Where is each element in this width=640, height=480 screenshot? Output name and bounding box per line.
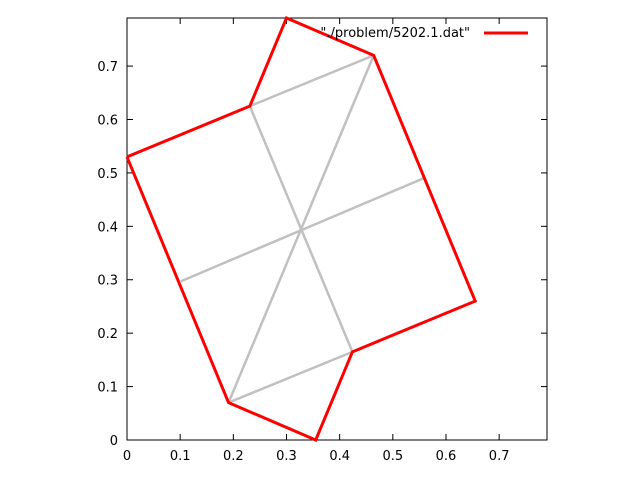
x-tick-label: 0.7 — [489, 449, 510, 464]
guide-segment — [249, 54, 375, 108]
series-lines — [125, 16, 478, 442]
x-tick-label: 0.2 — [223, 449, 244, 464]
legend: "./problem/5202.1.dat" — [320, 26, 528, 41]
axis-ticks: 0 0.1 0.2 0.3 0.4 0.5 0.6 0.7 0 0.1 0.2 0.3 0.4 0.5 0.… — [97, 18, 547, 464]
y-tick-label: 0.4 — [97, 220, 118, 235]
guide-lines — [180, 54, 425, 404]
guide-segment — [180, 177, 425, 283]
x-tick-label: 0.4 — [329, 449, 350, 464]
series-line — [125, 16, 478, 442]
y-tick-label: 0.3 — [97, 274, 118, 289]
x-tick-label: 0 — [123, 449, 131, 464]
y-tick-label: 0.7 — [97, 60, 118, 75]
plot-frame — [126, 17, 548, 441]
x-tick-label: 0.5 — [382, 449, 403, 464]
guide-segment — [228, 350, 353, 404]
x-tick-label: 0.3 — [276, 449, 297, 464]
legend-label: "./problem/5202.1.dat" — [320, 26, 470, 41]
y-tick-label: 0.6 — [97, 113, 118, 128]
y-tick-label: 0 — [110, 434, 118, 449]
x-tick-label: 0.6 — [436, 449, 457, 464]
y-tick-label: 0.1 — [97, 381, 118, 396]
y-tick-label: 0.5 — [97, 167, 118, 182]
y-tick-label: 0.2 — [97, 327, 118, 342]
x-tick-label: 0.1 — [170, 449, 191, 464]
